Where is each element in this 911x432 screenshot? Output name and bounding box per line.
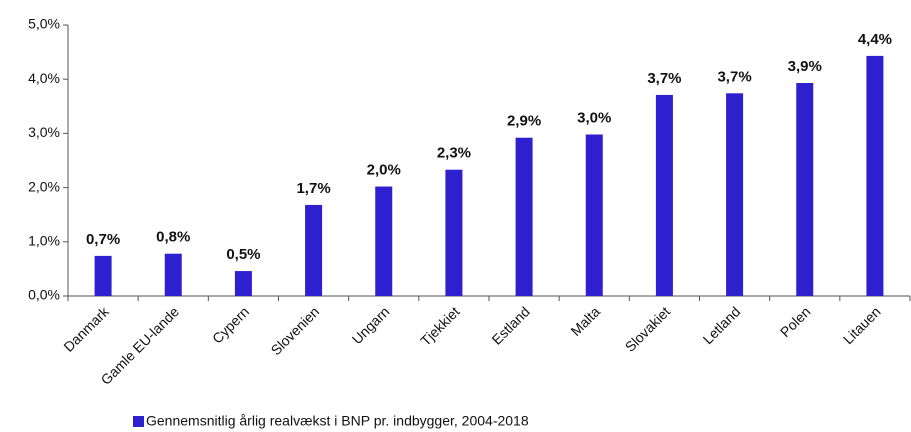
bar xyxy=(445,169,463,296)
legend-swatch xyxy=(133,416,144,427)
y-tick-label: 0,0% xyxy=(28,287,60,303)
x-tick-label: Estland xyxy=(488,303,532,347)
data-label: 3,9% xyxy=(788,58,822,75)
y-tick-label: 5,0% xyxy=(28,16,60,32)
data-label: 2,3% xyxy=(437,145,471,162)
x-tick-label: Ungarn xyxy=(349,303,393,347)
y-tick-label: 4,0% xyxy=(28,70,60,86)
legend-label: Gennemsnitlig årlig realvækst i BNP pr. … xyxy=(146,413,529,429)
data-label: 1,7% xyxy=(296,180,330,197)
data-label: 3,0% xyxy=(577,109,611,126)
data-label: 3,7% xyxy=(717,68,751,85)
bar xyxy=(515,137,533,296)
x-tick-label: Polen xyxy=(777,303,814,340)
bar xyxy=(866,55,884,297)
bar xyxy=(164,253,182,296)
x-tick-label: Cypern xyxy=(209,303,252,346)
bar xyxy=(726,93,744,297)
y-tick-label: 1,0% xyxy=(28,233,60,249)
x-tick-label: Malta xyxy=(567,303,603,339)
x-tick-label: Tjekkiet xyxy=(417,303,462,348)
bar xyxy=(234,271,252,296)
data-label: 0,8% xyxy=(156,229,190,246)
x-tick-label: Litauen xyxy=(840,303,884,347)
y-tick-label: 3,0% xyxy=(28,124,60,140)
y-tick-label: 2,0% xyxy=(28,178,60,194)
bar xyxy=(375,186,393,296)
data-label: 3,7% xyxy=(647,70,681,87)
data-label: 4,4% xyxy=(858,31,892,48)
bar xyxy=(94,255,112,296)
data-label: 0,5% xyxy=(226,246,260,263)
x-tick-label: Slovenien xyxy=(268,303,323,358)
x-tick-label: Slovakiet xyxy=(622,303,674,355)
data-label: 2,9% xyxy=(507,113,541,130)
data-label: 0,7% xyxy=(86,231,120,248)
bar xyxy=(305,204,323,296)
x-tick-label: Danmark xyxy=(60,303,112,355)
bar xyxy=(585,134,603,296)
bar xyxy=(655,94,673,296)
x-tick-label: Letland xyxy=(700,303,744,347)
data-label: 2,0% xyxy=(367,161,401,178)
bar xyxy=(796,82,814,296)
